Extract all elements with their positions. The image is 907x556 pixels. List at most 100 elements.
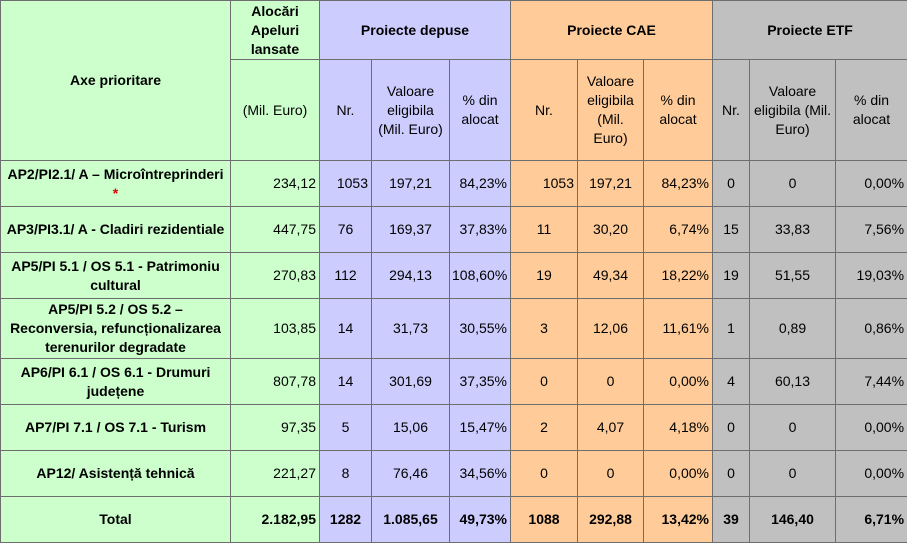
header-depuse-pct: % din alocat [449, 59, 511, 161]
cell-alocari: 234,12 [230, 160, 320, 207]
cell-depuse-valoare: 294,13 [371, 252, 450, 299]
cell-cae-nr: 0 [510, 450, 578, 497]
header-group-etf: Proiecte ETF [711, 0, 907, 60]
row-label: AP5/PI 5.1 / OS 5.1 - Patrimoniu cultura… [0, 252, 231, 299]
total-depuse-valoare: 1.085,65 [371, 496, 450, 543]
projects-table: Axe prioritare Alocări Apeluri lansate P… [0, 0, 907, 543]
cell-depuse-pct: 37,35% [449, 358, 511, 405]
cell-etf-valoare: 0 [749, 160, 836, 207]
table-row: AP7/PI 7.1 / OS 7.1 - Turism 97,35 5 15,… [0, 404, 907, 451]
total-etf-nr: 39 [712, 496, 750, 543]
table-row: AP3/PI3.1/ A - Cladiri rezidentiale 447,… [0, 206, 907, 253]
cell-etf-nr: 0 [712, 160, 750, 207]
cell-etf-pct: 19,03% [834, 252, 907, 299]
cell-depuse-pct: 15,47% [449, 404, 511, 451]
table-row: AP5/PI 5.2 / OS 5.2 – Reconversia, refun… [0, 298, 907, 359]
cell-etf-pct: 0,00% [834, 450, 907, 497]
cell-etf-nr: 1 [712, 298, 750, 359]
total-cae-nr: 1088 [510, 496, 578, 543]
cell-cae-valoare: 30,20 [577, 206, 644, 253]
total-row: Total 2.182,95 1282 1.085,65 49,73% 1088… [0, 496, 907, 543]
cell-alocari: 447,75 [230, 206, 320, 253]
cell-etf-pct: 0,00% [834, 404, 907, 451]
header-etf-pct: % din alocat [834, 59, 907, 161]
table-row: AP6/PI 6.1 / OS 6.1 - Drumuri județene 8… [0, 358, 907, 405]
header-group-depuse: Proiecte depuse [319, 0, 511, 60]
cell-alocari: 807,78 [230, 358, 320, 405]
cell-cae-nr: 19 [510, 252, 578, 299]
cell-depuse-nr: 14 [319, 358, 372, 405]
cell-alocari: 270,83 [230, 252, 320, 299]
cell-cae-valoare: 12,06 [577, 298, 644, 359]
header-depuse-nr: Nr. [319, 59, 372, 161]
cell-etf-nr: 4 [712, 358, 750, 405]
header-group-cae: Proiecte CAE [510, 0, 713, 60]
cell-cae-pct: 11,61% [643, 298, 713, 359]
total-etf-valoare: 146,40 [749, 496, 836, 543]
cell-depuse-valoare: 197,21 [371, 160, 450, 207]
cell-cae-pct: 0,00% [643, 450, 713, 497]
row-label: AP2/PI2.1/ A – Microîntreprinderi * [0, 160, 231, 207]
cell-etf-valoare: 0,89 [749, 298, 836, 359]
cell-etf-nr: 15 [712, 206, 750, 253]
cell-depuse-nr: 5 [319, 404, 372, 451]
cell-etf-pct: 7,44% [834, 358, 907, 405]
cell-etf-nr: 0 [712, 404, 750, 451]
cell-depuse-nr: 112 [319, 252, 372, 299]
cell-depuse-pct: 34,56% [449, 450, 511, 497]
cell-depuse-valoare: 76,46 [371, 450, 450, 497]
cell-cae-valoare: 4,07 [577, 404, 644, 451]
cell-alocari: 221,27 [230, 450, 320, 497]
cell-cae-pct: 4,18% [643, 404, 713, 451]
total-cae-valoare: 292,88 [577, 496, 644, 543]
cell-cae-pct: 0,00% [643, 358, 713, 405]
cell-cae-valoare: 49,34 [577, 252, 644, 299]
cell-etf-pct: 7,56% [834, 206, 907, 253]
cell-depuse-pct: 84,23% [449, 160, 511, 207]
cell-etf-valoare: 0 [749, 450, 836, 497]
cell-cae-valoare: 0 [577, 450, 644, 497]
cell-depuse-nr: 8 [319, 450, 372, 497]
footnote-star: * [112, 184, 119, 201]
cell-cae-nr: 2 [510, 404, 578, 451]
header-cae-valoare: Valoare eligibila (Mil. Euro) [577, 59, 644, 161]
total-cae-pct: 13,42% [643, 496, 713, 543]
header-alocari: Alocări Apeluri lansate [230, 0, 320, 60]
total-label: Total [0, 496, 231, 543]
table-row: AP5/PI 5.1 / OS 5.1 - Patrimoniu cultura… [0, 252, 907, 299]
cell-cae-pct: 84,23% [643, 160, 713, 207]
cell-cae-pct: 6,74% [643, 206, 713, 253]
cell-cae-nr: 11 [510, 206, 578, 253]
cell-etf-valoare: 33,83 [749, 206, 836, 253]
header-cae-pct: % din alocat [643, 59, 713, 161]
header-alocari-unit: (Mil. Euro) [230, 59, 320, 161]
row-label: AP6/PI 6.1 / OS 6.1 - Drumuri județene [0, 358, 231, 405]
cell-etf-valoare: 0 [749, 404, 836, 451]
cell-depuse-valoare: 15,06 [371, 404, 450, 451]
cell-depuse-pct: 37,83% [449, 206, 511, 253]
cell-depuse-nr: 14 [319, 298, 372, 359]
cell-cae-valoare: 197,21 [577, 160, 644, 207]
cell-etf-pct: 0,86% [834, 298, 907, 359]
row-label: AP12/ Asistență tehnică [0, 450, 231, 497]
cell-depuse-pct: 108,60% [449, 252, 511, 299]
cell-etf-nr: 19 [712, 252, 750, 299]
cell-alocari: 103,85 [230, 298, 320, 359]
total-alocari: 2.182,95 [230, 496, 320, 543]
cell-depuse-nr: 76 [319, 206, 372, 253]
cell-etf-nr: 0 [712, 450, 750, 497]
cell-alocari: 97,35 [230, 404, 320, 451]
total-etf-pct: 6,71% [834, 496, 907, 543]
table-row: AP12/ Asistență tehnică 221,27 8 76,46 3… [0, 450, 907, 497]
cell-depuse-valoare: 169,37 [371, 206, 450, 253]
row-label: AP7/PI 7.1 / OS 7.1 - Turism [0, 404, 231, 451]
cell-cae-nr: 1053 [510, 160, 578, 207]
cell-etf-valoare: 60,13 [749, 358, 836, 405]
header-etf-nr: Nr. [712, 59, 750, 161]
total-depuse-pct: 49,73% [449, 496, 511, 543]
header-depuse-valoare: Valoare eligibila (Mil. Euro) [371, 59, 450, 161]
cell-depuse-nr: 1053 [319, 160, 372, 207]
cell-cae-pct: 18,22% [643, 252, 713, 299]
table-row: AP2/PI2.1/ A – Microîntreprinderi * 234,… [0, 160, 907, 207]
cell-depuse-valoare: 301,69 [371, 358, 450, 405]
